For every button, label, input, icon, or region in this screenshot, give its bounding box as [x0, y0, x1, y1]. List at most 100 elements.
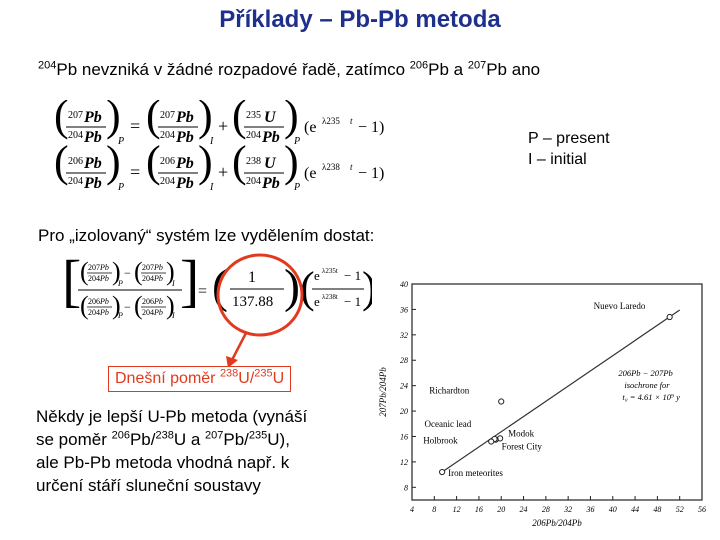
svg-text:−: −	[124, 266, 131, 280]
y-tick-label: 40	[400, 280, 408, 289]
eq2-den-mass-i: 204	[160, 176, 175, 187]
svg-text:Pb: Pb	[153, 263, 163, 272]
y-tick-label: 28	[400, 356, 408, 365]
eq1-num-el: Pb	[83, 109, 102, 126]
svg-text:(e: (e	[304, 119, 316, 136]
eq1-parent-el: U	[264, 109, 277, 126]
isochrone-line	[441, 309, 681, 473]
eq2-den-el-i: Pb	[175, 175, 194, 192]
legend-initial: I – initial	[528, 151, 587, 168]
svg-text:): )	[166, 291, 175, 320]
note-line-4: určení stáří sluneční soustavy	[36, 476, 261, 495]
svg-text:Pb: Pb	[153, 274, 163, 283]
eq2-sub-i: I	[209, 182, 214, 193]
data-point	[498, 398, 505, 405]
svg-text:204: 204	[142, 274, 154, 283]
point-label: Nuevo Laredo	[594, 301, 646, 311]
y-tick-label: 32	[399, 331, 408, 340]
note-line-3: ale Pb-Pb metoda vhodná např. k	[36, 453, 290, 472]
svg-text:Pb: Pb	[99, 308, 109, 317]
x-tick-label: 8	[432, 505, 436, 514]
eq1-parent-mass: 235	[246, 110, 261, 121]
note-line-1: Někdy je lepší U-Pb metoda (vynáší	[36, 407, 308, 426]
highlight-arrow	[230, 332, 248, 361]
ratio-label-text: Dnešní poměr	[115, 370, 220, 387]
x-tick-label: 28	[542, 505, 550, 514]
svg-text:(: (	[232, 137, 247, 186]
x-tick-label: 12	[453, 505, 461, 514]
svg-text:P: P	[117, 311, 123, 320]
svg-text:(: (	[134, 257, 143, 286]
svg-text:(e: (e	[304, 165, 316, 182]
svg-text:206: 206	[142, 297, 154, 306]
legend: P – present I – initial	[528, 128, 610, 170]
intro-text-2: Pb a	[428, 60, 468, 79]
svg-text:t: t	[350, 116, 353, 126]
x-tick-label: 16	[475, 505, 483, 514]
y-tick-label: 36	[399, 305, 408, 314]
point-label: Forest City	[502, 442, 543, 452]
eq1-num-el-i: Pb	[175, 109, 194, 126]
data-point	[666, 313, 673, 321]
eq2-parent-el: U	[264, 155, 277, 172]
svg-text:(: (	[300, 263, 315, 312]
svg-text:Pb: Pb	[99, 274, 109, 283]
ratio-label-sup2: 235	[254, 367, 273, 380]
x-tick-label: 4	[410, 505, 414, 514]
y-tick-label: 12	[400, 458, 408, 467]
svg-text:+: +	[218, 162, 228, 182]
intro-line: 204Pb nevzniká v žádné rozpadové řadě, z…	[38, 60, 540, 80]
svg-text:(: (	[80, 291, 89, 320]
svg-text:− 1): − 1)	[358, 165, 384, 182]
point-label: Richardton	[429, 386, 469, 396]
y-tick-label: 20	[400, 407, 408, 416]
svg-text:Pb: Pb	[99, 297, 109, 306]
eq2-num-mass-i: 206	[160, 156, 175, 167]
svg-text:[: [	[62, 256, 81, 313]
svg-text:e: e	[314, 268, 320, 283]
ratio-one: 1	[248, 269, 256, 286]
x-tick-label: 44	[631, 505, 639, 514]
eq1-num-mass-i: 207	[160, 110, 175, 121]
svg-text:Pb: Pb	[153, 297, 163, 306]
intro-sup-207: 207	[467, 59, 487, 72]
isochrone-label-1: 206Pb − 207Pb	[618, 368, 672, 378]
intro-sup-204: 204	[38, 59, 57, 72]
isochrone-chart: 4 8 12 16 20 24 28 32 36 40 44 48 52 5681216202428323…	[378, 280, 706, 528]
eq1-lambda: λ235	[322, 116, 340, 126]
eq1-sub-p2: P	[293, 136, 300, 147]
eq1-den-el: Pb	[83, 129, 102, 146]
eq2-den-mass: 204	[68, 176, 83, 187]
svg-text:207: 207	[88, 263, 100, 272]
svg-text:t: t	[350, 162, 353, 172]
eq2-sub-p2: P	[293, 182, 300, 193]
data-point	[439, 468, 446, 476]
svg-text:): )	[362, 263, 372, 312]
svg-text:−: −	[124, 300, 131, 314]
svg-text:204: 204	[142, 308, 154, 317]
x-tick-label: 40	[609, 505, 617, 514]
eq2-parent-mass: 238	[246, 156, 261, 167]
ratio-label-sup1: 238	[219, 367, 239, 380]
svg-text:+: +	[218, 116, 228, 136]
svg-text:I: I	[171, 311, 175, 320]
point-label: Modok	[508, 428, 535, 438]
ratio-minus-1b: − 1	[344, 294, 361, 309]
highlight-circle	[216, 253, 304, 337]
legend-present: P – present	[528, 130, 610, 147]
svg-text:P: P	[117, 279, 123, 288]
svg-text:Pb: Pb	[99, 263, 109, 272]
y-tick-label: 8	[404, 483, 408, 492]
eq2-sub-p: P	[117, 182, 124, 193]
intro-text-3: Pb ano	[486, 60, 541, 79]
svg-text:(: (	[80, 257, 89, 286]
ratio-label-end: U	[272, 370, 285, 387]
point-label: Oceanic lead	[425, 419, 472, 429]
equation-207: ( 207 Pb 204 Pb ) P = ( 207 Pb 204 Pb ) …	[54, 100, 384, 147]
eq1-num-mass: 207	[68, 110, 83, 121]
svg-text:=: =	[198, 283, 207, 300]
svg-text:Pb: Pb	[153, 308, 163, 317]
eq2-num-mass: 206	[68, 156, 83, 167]
eq1-sub-p: P	[117, 136, 124, 147]
x-tick-label: 48	[653, 505, 661, 514]
